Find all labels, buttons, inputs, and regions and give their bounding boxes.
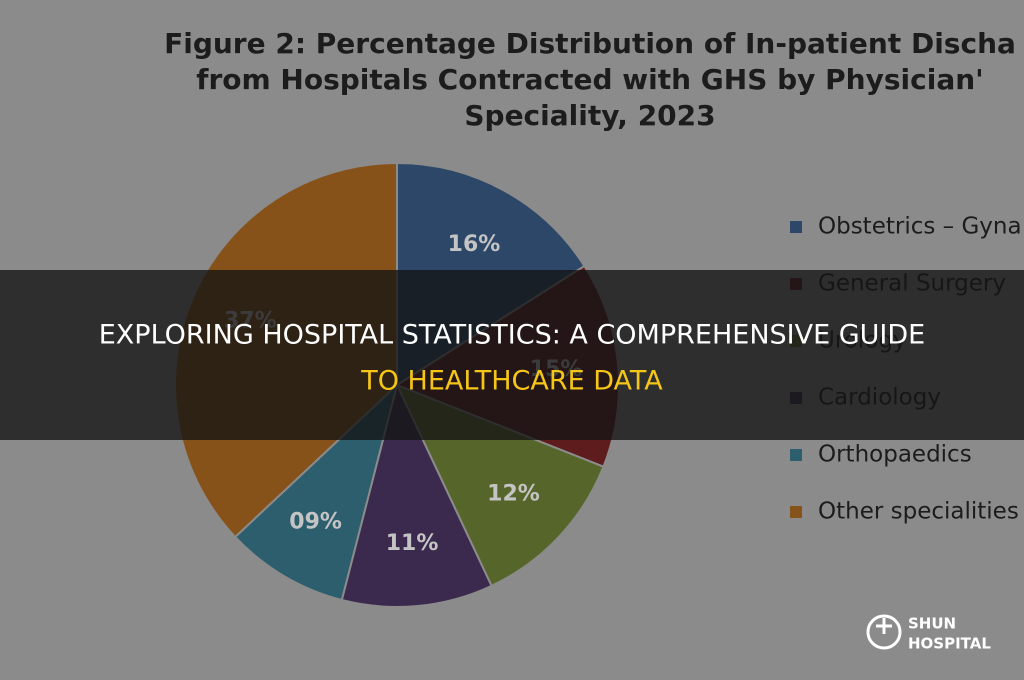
banner [0, 270, 1024, 440]
logo-text: HOSPITAL [908, 635, 991, 653]
logo-icon [866, 614, 902, 650]
pie-slice [340, 382, 493, 608]
banner-line: EXPLORING HOSPITAL STATISTICS: A COMPREH… [99, 320, 925, 351]
data-label: 12% [487, 481, 540, 506]
legend-swatch [790, 506, 802, 518]
banner-line: TO HEALTHCARE DATA [360, 366, 663, 397]
data-label: 11% [386, 531, 439, 556]
logo-text: SHUN [908, 615, 956, 633]
chart-title: Figure 2: Percentage Distribution of In-… [164, 27, 1016, 60]
legend-swatch [790, 449, 802, 461]
legend-label: Other specialities [818, 499, 1019, 525]
logo-icon [876, 618, 892, 634]
chart-title: Speciality, 2023 [464, 99, 715, 132]
legend-swatch [790, 221, 802, 233]
chart-title: from Hospitals Contracted with GHS by Ph… [196, 63, 983, 96]
legend-label: Orthopaedics [818, 442, 972, 468]
data-label: 09% [289, 510, 342, 535]
legend-label: Obstetrics – Gyna [818, 214, 1022, 240]
data-label: 16% [448, 232, 501, 257]
logo: SHUN HOSPITAL [866, 614, 991, 653]
